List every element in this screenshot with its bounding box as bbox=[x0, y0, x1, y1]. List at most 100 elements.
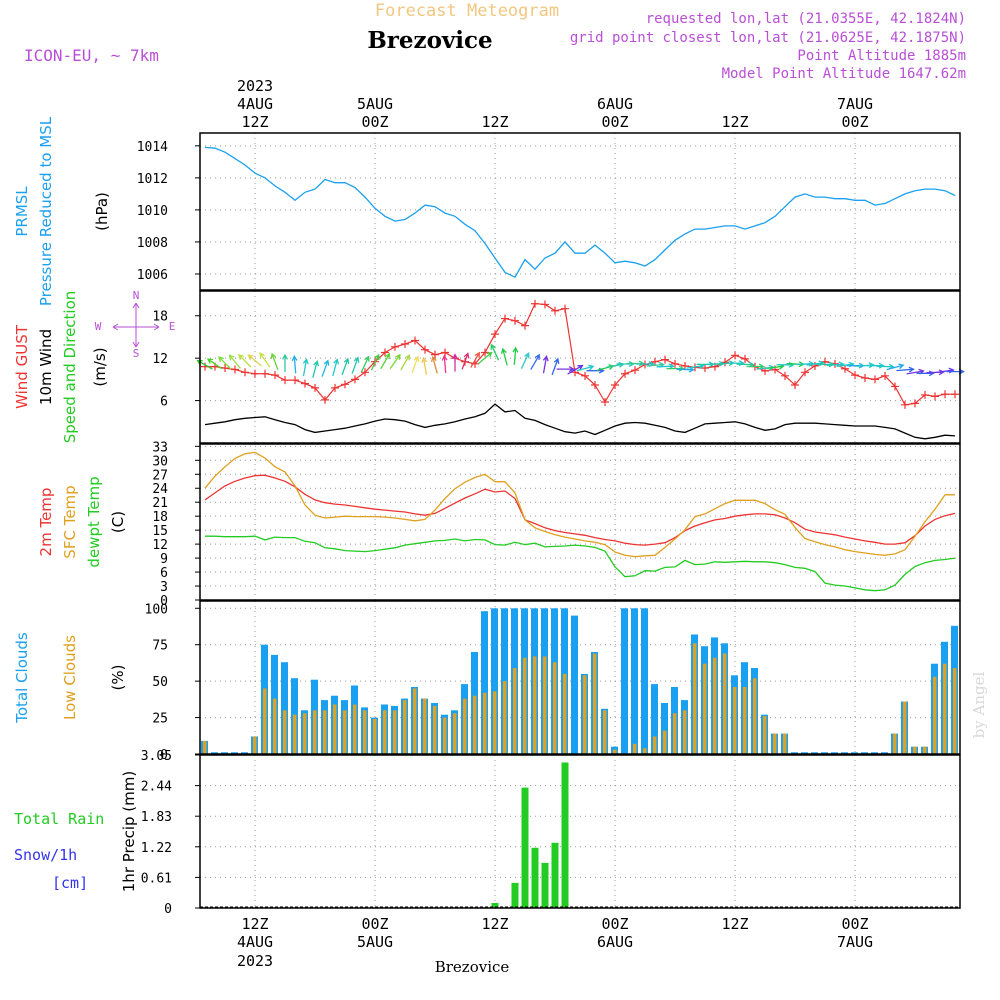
y-tick-label: 1.83 bbox=[141, 810, 172, 825]
gust-marker bbox=[791, 381, 799, 390]
gust-marker bbox=[621, 369, 629, 378]
gust-marker bbox=[651, 357, 659, 366]
gust-marker bbox=[331, 383, 339, 392]
wind-arrow bbox=[916, 370, 935, 377]
compass-s: S bbox=[133, 347, 140, 360]
wind-arrow bbox=[866, 362, 885, 369]
wind-arrow bbox=[400, 354, 410, 371]
bottom-hour-label: 00Z bbox=[841, 915, 868, 933]
gust-marker bbox=[301, 379, 309, 388]
gust-marker bbox=[381, 348, 389, 357]
low-cloud-bar bbox=[333, 704, 337, 754]
gust-marker bbox=[681, 361, 689, 370]
low-cloud-bar bbox=[443, 717, 447, 754]
y-tick-label: 3 bbox=[160, 580, 168, 595]
y-tick-label: 12 bbox=[152, 538, 168, 553]
top-hour-label: 12Z bbox=[241, 113, 268, 131]
gust-line bbox=[205, 303, 955, 406]
axis-label: (m/s) bbox=[91, 347, 109, 386]
y-tick-label: 24 bbox=[152, 482, 168, 497]
gust-marker bbox=[871, 375, 879, 384]
wind-arrow bbox=[470, 351, 480, 368]
y-tick-label: 50 bbox=[152, 675, 168, 690]
wind-arrow bbox=[228, 354, 241, 369]
low-cloud-bar bbox=[483, 692, 487, 754]
axis-label: Speed and Direction bbox=[61, 291, 79, 444]
top-hour-label: 00Z bbox=[601, 113, 628, 131]
y-tick-label: 30 bbox=[152, 454, 168, 469]
gust-marker bbox=[351, 375, 359, 384]
y-tick-label: 15 bbox=[152, 524, 168, 539]
model-altitude: Model Point Altitude 1647.62m bbox=[722, 66, 966, 82]
panel-clouds: 0 25 50 75 100 Total Clouds Low Clouds (%) bbox=[13, 600, 961, 763]
low-cloud-bar bbox=[563, 673, 567, 754]
low-cloud-bar bbox=[693, 643, 697, 754]
y-tick-label: 2.44 bbox=[141, 780, 172, 795]
low-cloud-bar bbox=[783, 733, 787, 754]
wind-arrow bbox=[490, 343, 500, 361]
wind-arrow bbox=[478, 351, 493, 364]
y-tick-label: 6 bbox=[160, 566, 168, 581]
gust-marker bbox=[701, 364, 709, 373]
gust-marker bbox=[431, 350, 439, 359]
wind-arrow bbox=[259, 352, 271, 368]
low-cloud-bar bbox=[683, 710, 687, 754]
top-day-label: 7AUG bbox=[837, 95, 873, 113]
wind-arrow bbox=[576, 364, 595, 372]
panel-frame bbox=[199, 600, 961, 755]
low-cloud-bar bbox=[263, 688, 267, 754]
wind-arrow bbox=[441, 354, 448, 373]
gust-marker bbox=[581, 371, 589, 380]
low-cloud-bar bbox=[473, 695, 477, 754]
chart-title: Forecast Meteogram bbox=[375, 1, 559, 21]
total-cloud-bar bbox=[631, 608, 638, 754]
gust-marker bbox=[541, 300, 549, 309]
low-cloud-bar bbox=[583, 675, 587, 754]
low-cloud-bar bbox=[613, 749, 617, 754]
y-tick-label: 12 bbox=[152, 352, 168, 367]
low-cloud-bar bbox=[753, 678, 757, 754]
gust-marker bbox=[741, 354, 749, 363]
axis-label: (%) bbox=[109, 665, 127, 691]
wind-arrow bbox=[370, 353, 380, 371]
wind-arrow bbox=[421, 356, 428, 376]
low-cloud-bar bbox=[363, 710, 367, 754]
compass-rose: N S W E bbox=[95, 289, 176, 360]
gust-marker bbox=[401, 340, 409, 349]
gust-marker bbox=[291, 376, 299, 385]
top-hour-label: 00Z bbox=[361, 113, 388, 131]
axis-label: Pressure Reduced to MSL bbox=[37, 116, 55, 306]
low-cloud-bar bbox=[913, 746, 917, 754]
wind-arrow bbox=[312, 360, 320, 378]
y-tick-label: 21 bbox=[152, 496, 168, 511]
wind-arrow bbox=[596, 364, 615, 372]
low-cloud-bar bbox=[533, 656, 537, 754]
top-year-label: 2023 bbox=[237, 77, 273, 95]
credit-watermark: by Angel bbox=[970, 671, 988, 738]
low-cloud-bar bbox=[373, 719, 377, 754]
low-cloud-bar bbox=[923, 746, 927, 754]
gust-marker bbox=[951, 390, 959, 399]
gust-marker bbox=[421, 345, 429, 354]
low-cloud-bar bbox=[663, 730, 667, 754]
y-tick-label: 3.05 bbox=[141, 749, 172, 764]
compass-n: N bbox=[133, 289, 140, 302]
low-cloud-bar bbox=[903, 701, 907, 754]
y-tick-label: 27 bbox=[152, 468, 168, 483]
gridpoint-coords: grid point closest lon,lat (21.0625E, 42… bbox=[570, 30, 966, 46]
low-cloud-bar bbox=[593, 653, 597, 754]
low-cloud-bar bbox=[493, 691, 497, 754]
requested-coords: requested lon,lat (21.0355E, 42.1824N) bbox=[646, 11, 966, 27]
gust-marker bbox=[921, 390, 929, 399]
bottom-hour-label: 00Z bbox=[361, 915, 388, 933]
total-cloud-bar bbox=[281, 662, 288, 754]
axis-label: SFC Temp bbox=[61, 485, 79, 558]
low-cloud-bar bbox=[423, 698, 427, 754]
wind-arrow bbox=[542, 355, 549, 374]
axis-label: Low Clouds bbox=[61, 635, 79, 720]
gust-marker bbox=[551, 306, 559, 315]
y-tick-label: 1006 bbox=[137, 268, 168, 283]
total-cloud-bar bbox=[491, 608, 498, 754]
gust-marker bbox=[361, 368, 369, 377]
